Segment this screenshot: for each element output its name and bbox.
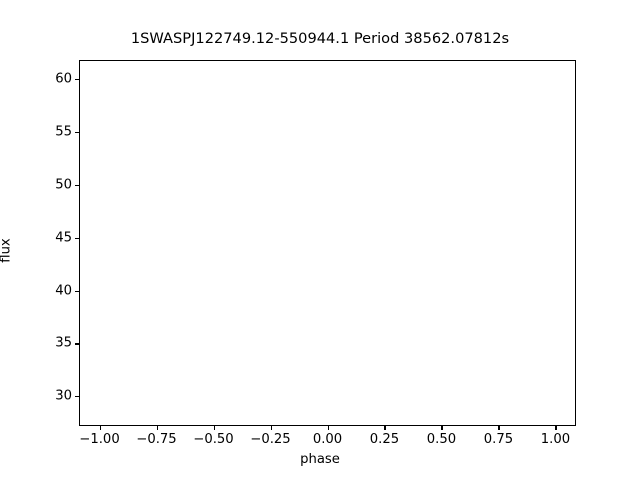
y-tick-mark — [75, 184, 79, 186]
y-tick-label: 30 — [55, 388, 72, 404]
x-tick-mark — [270, 426, 272, 430]
y-tick-label: 45 — [55, 230, 72, 246]
y-axis-label: flux — [0, 238, 14, 263]
y-tick-label: 35 — [55, 335, 72, 351]
y-tick-mark — [75, 290, 79, 292]
x-tick-mark — [384, 426, 386, 430]
x-tick-label: 1.00 — [540, 432, 571, 447]
scatter-plot-points — [80, 61, 575, 425]
plot-axes — [79, 60, 576, 426]
y-tick-mark — [75, 79, 79, 81]
x-tick-label: −1.00 — [79, 432, 120, 447]
y-tick-mark — [75, 131, 79, 134]
x-tick-mark — [213, 426, 215, 430]
y-tick-mark — [75, 343, 79, 345]
x-tick-mark — [555, 426, 557, 430]
x-tick-mark — [156, 426, 158, 430]
x-tick-mark — [498, 426, 500, 430]
x-tick-label: 0.25 — [369, 432, 400, 447]
x-tick-mark — [327, 426, 329, 430]
y-tick-label: 60 — [55, 71, 72, 87]
x-tick-label: −0.50 — [193, 432, 234, 447]
y-tick-label: 55 — [55, 124, 72, 140]
x-tick-label: 0.00 — [312, 432, 343, 447]
x-tick-label: −0.25 — [250, 432, 291, 447]
y-tick-mark — [75, 396, 79, 398]
x-tick-mark — [441, 426, 443, 430]
page-title: 1SWASPJ122749.12-550944.1 Period 38562.0… — [130, 30, 510, 47]
y-tick-mark — [75, 237, 79, 239]
x-axis-label: phase — [300, 452, 340, 467]
y-tick-label: 50 — [55, 177, 72, 193]
x-tick-label: 0.75 — [483, 432, 514, 447]
x-tick-label: −0.75 — [136, 432, 177, 447]
x-tick-label: 0.50 — [426, 432, 457, 447]
x-tick-mark — [99, 426, 101, 430]
y-tick-label: 40 — [55, 283, 72, 299]
